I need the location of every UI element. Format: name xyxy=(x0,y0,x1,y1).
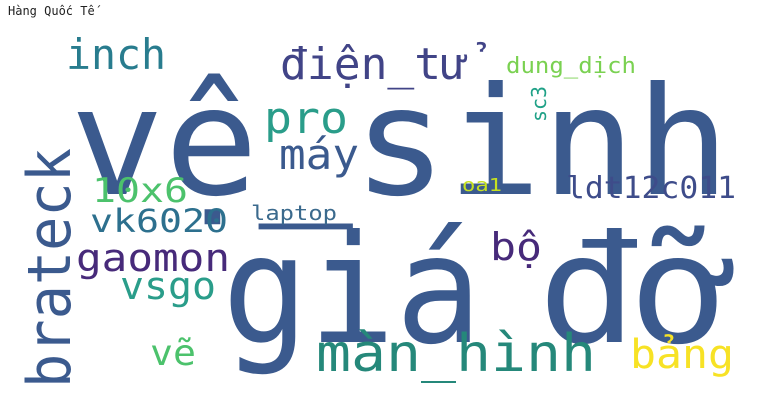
word-laptop: laptop xyxy=(251,201,337,225)
word-vsgo: vsgo xyxy=(120,264,216,308)
word-vk6020: vk6020 xyxy=(90,202,228,240)
word-gia: giá xyxy=(222,204,482,378)
word-man-hinh: màn_hình xyxy=(316,324,596,384)
word-pro: pro xyxy=(264,93,348,144)
word-dien-tu: điện_tử xyxy=(280,39,486,90)
word-oa1: oa1 xyxy=(462,175,502,196)
word-brateck: brateck xyxy=(15,148,85,388)
word-cloud: vệ_sinh giá đỡ brateck sc3 màn_hình điện… xyxy=(0,22,760,407)
word-ve: vẽ xyxy=(150,333,196,374)
word-inch: inch xyxy=(66,30,166,79)
word-ve-sinh: vệ_sinh xyxy=(70,56,730,230)
page-heading: Hàng Quốc Tế xyxy=(8,4,95,18)
word-bo: bộ xyxy=(490,225,542,269)
word-do: đỡ xyxy=(538,204,736,378)
word-ldt12c011: ldt12c011 xyxy=(566,171,736,206)
word-10x6: 10x6 xyxy=(92,171,188,211)
word-sc3: sc3 xyxy=(527,86,551,122)
word-may: máy xyxy=(279,130,359,179)
word-bang: bảng xyxy=(630,332,734,378)
word-gaomon: gaomon xyxy=(76,236,230,280)
word-dung-dich: dung_dịch xyxy=(506,54,636,79)
